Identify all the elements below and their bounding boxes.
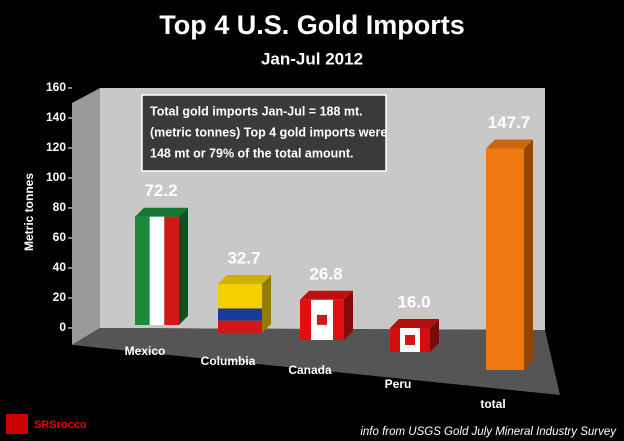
flag-stripe — [218, 308, 262, 321]
y-tick-label: 100 — [46, 170, 66, 184]
bar-side — [179, 207, 188, 325]
source: info from USGS Gold July Mineral Industr… — [360, 426, 617, 438]
value-label: 147.7 — [488, 113, 531, 132]
x-tick-label: total — [480, 397, 505, 411]
y-tick-label: 120 — [46, 140, 66, 154]
logo-text: SRSrocco — [34, 419, 87, 431]
y-axis-label: Metric tonnes — [22, 173, 36, 251]
bar-top — [300, 290, 353, 300]
y-tick-label: 160 — [46, 80, 66, 94]
bar-side — [344, 290, 353, 340]
bar-side — [524, 139, 533, 370]
bar-top — [390, 319, 439, 328]
annotation-box — [141, 94, 387, 172]
bar — [486, 148, 524, 370]
annotation-line: 148 mt or 79% of the total amount. — [150, 146, 354, 160]
x-tick-label: Mexico — [125, 344, 166, 358]
y-tick-label: 80 — [53, 200, 67, 214]
x-tick-label: Columbia — [201, 354, 256, 368]
bar-side — [262, 274, 271, 333]
bar-top — [486, 139, 533, 149]
y-tick-label: 0 — [59, 320, 66, 334]
x-tick-label: Peru — [385, 377, 412, 391]
y-tick-label: 20 — [53, 290, 67, 304]
value-label: 32.7 — [227, 248, 260, 267]
bar-top — [135, 207, 188, 217]
flag-stripe — [149, 216, 165, 325]
value-label: 72.2 — [144, 181, 177, 200]
bar-side — [430, 319, 439, 352]
flag-stripe — [218, 320, 262, 333]
y-tick-label: 140 — [46, 110, 66, 124]
flag-stripe — [405, 335, 415, 345]
bar-top — [218, 274, 271, 284]
flag-stripe — [317, 314, 327, 325]
annotation-line: Total gold imports Jan-Jul = 188 mt. — [150, 104, 363, 118]
logo-icon — [6, 414, 28, 434]
value-label: 16.0 — [397, 292, 430, 311]
x-tick-label: Canada — [288, 363, 332, 377]
side-wall — [72, 88, 100, 345]
value-label: 26.8 — [309, 264, 342, 283]
flag-stripe — [164, 216, 179, 325]
annotation-line: (metric tonnes) Top 4 gold imports were — [150, 125, 387, 139]
chart-subtitle: Jan-Jul 2012 — [261, 49, 363, 68]
y-tick-label: 60 — [53, 230, 67, 244]
y-tick-label: 40 — [53, 260, 67, 274]
floor — [72, 328, 560, 395]
chart-title: Top 4 U.S. Gold Imports — [159, 10, 465, 40]
